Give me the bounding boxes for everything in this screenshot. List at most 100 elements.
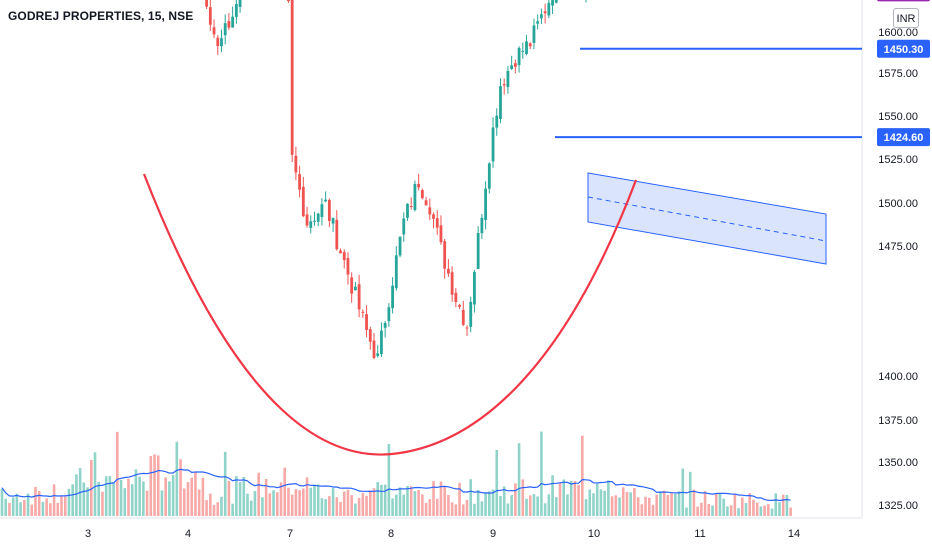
volume-bars	[0, 431, 792, 516]
volume-bar	[287, 487, 290, 516]
candle-body	[216, 37, 220, 47]
volume-bar	[491, 489, 495, 516]
candle-body	[420, 190, 424, 199]
candle-body	[346, 258, 350, 275]
candle-body	[305, 214, 309, 226]
volume-bar	[89, 459, 93, 516]
volume-bar	[171, 475, 175, 516]
volume-bar	[56, 502, 60, 516]
candle-body	[342, 252, 346, 261]
volume-bar	[395, 494, 398, 516]
volume-bar	[588, 489, 592, 516]
volume-bar	[320, 498, 324, 516]
volume-bar	[528, 495, 532, 516]
volume-bar	[752, 499, 755, 516]
volume-bar	[201, 477, 205, 516]
y-axis-tick-label: 1575.00	[878, 68, 918, 80]
candle-body	[543, 11, 547, 14]
volume-bar	[729, 505, 733, 516]
candle-body	[383, 322, 387, 328]
candle-body	[480, 217, 484, 234]
volume-bar	[562, 479, 566, 516]
volume-bar	[480, 501, 484, 516]
volume-bar	[700, 502, 703, 516]
volume-bar	[670, 493, 673, 516]
currency-button[interactable]: INR	[893, 8, 919, 28]
volume-bar	[19, 502, 22, 516]
candle-body	[220, 38, 223, 47]
volume-bar	[197, 489, 201, 516]
candle-body	[450, 272, 454, 295]
volume-bar	[629, 492, 632, 516]
candle-body	[554, 0, 558, 3]
volume-bar	[0, 489, 4, 516]
volume-bar	[261, 497, 264, 516]
volume-ma-line	[1, 468, 791, 502]
volume-bar	[361, 493, 365, 516]
volume-bar	[49, 503, 52, 516]
volume-bar	[618, 497, 621, 516]
volume-bar	[391, 498, 394, 516]
volume-bar	[116, 431, 119, 516]
candle-body	[476, 233, 480, 269]
candle-body	[473, 271, 476, 305]
volume-bar	[275, 492, 279, 516]
candle-body	[528, 43, 532, 47]
volume-bar	[696, 506, 699, 516]
volume-bar	[112, 483, 115, 516]
level-price-tag	[877, 39, 930, 58]
candle-body	[361, 311, 365, 313]
volume-bar	[253, 491, 257, 516]
volume-bar	[447, 494, 450, 516]
volume-bar	[424, 502, 428, 516]
volume-bar	[11, 497, 15, 516]
volume-bar	[763, 505, 766, 516]
volume-bar	[190, 477, 194, 516]
volume-bar	[428, 499, 432, 516]
volume-bar	[737, 508, 740, 516]
candle-body	[331, 218, 335, 224]
volume-bar	[30, 504, 34, 516]
volume-bar	[674, 493, 677, 516]
candle-body	[540, 14, 543, 19]
volume-bar	[711, 505, 714, 516]
candle-body	[327, 199, 331, 221]
candle-body	[510, 65, 514, 69]
candle-body	[506, 70, 510, 88]
candle-body	[417, 183, 421, 188]
candle-body	[491, 127, 495, 162]
volume-bar	[458, 482, 461, 516]
volume-bar	[37, 491, 41, 516]
volume-bar	[521, 479, 525, 516]
volume-bar	[610, 496, 614, 516]
candle-body	[502, 84, 506, 86]
volume-bar	[242, 476, 246, 516]
volume-bar	[726, 506, 729, 516]
volume-bar	[502, 486, 506, 516]
x-axis-tick-label: 14	[788, 528, 800, 540]
volume-bar	[324, 499, 327, 516]
volume-bar	[357, 497, 361, 516]
volume-bar	[640, 504, 644, 516]
volume-bar	[130, 484, 134, 516]
volume-bar	[298, 490, 301, 516]
volume-bar	[774, 493, 778, 516]
volume-bar	[514, 483, 517, 516]
candle-body	[521, 50, 525, 52]
volume-bar	[63, 496, 67, 516]
volume-bar	[186, 482, 190, 516]
volume-bar	[264, 478, 268, 516]
volume-bar	[569, 481, 573, 516]
volume-bar	[279, 482, 283, 516]
volume-bar	[659, 492, 662, 516]
candle-body	[298, 174, 301, 190]
volume-bar	[313, 484, 316, 516]
volume-bar	[461, 504, 465, 516]
volume-bar	[153, 454, 156, 516]
volume-bar	[465, 499, 469, 516]
volume-bar	[156, 455, 160, 516]
volume-bar	[209, 493, 212, 516]
y-axis-tick-label: 1525.00	[878, 154, 918, 166]
